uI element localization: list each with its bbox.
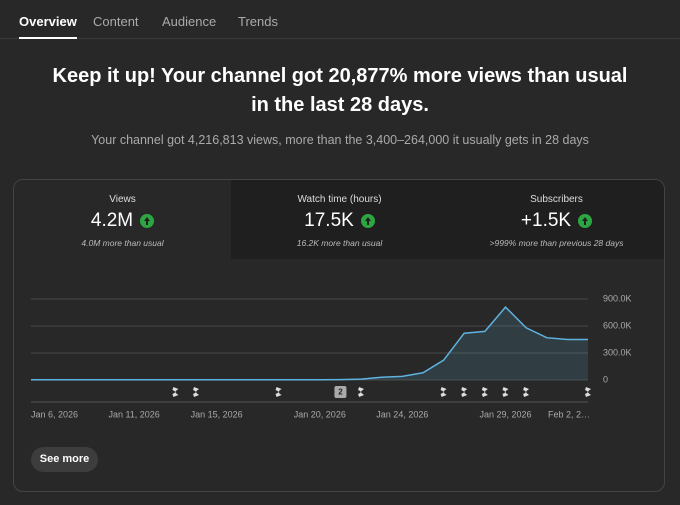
event-icon: [461, 387, 468, 397]
headline-line: in the last 28 days.: [251, 94, 429, 116]
metric-card[interactable]: Watch time (hours) 17.5K 16.2K more than…: [231, 180, 448, 259]
tab[interactable]: Content: [93, 14, 139, 29]
tab[interactable]: Trends: [238, 14, 278, 29]
metric-value: +1.5K: [520, 210, 572, 231]
icon-shape: [461, 387, 468, 397]
event-icon: [585, 387, 591, 397]
x-tick-label: Jan 29, 2026: [479, 409, 531, 419]
y-tick-label: 900.0K: [603, 293, 632, 303]
icon-shape: [523, 387, 530, 397]
event-icon: [275, 387, 282, 397]
icon-shape: [358, 387, 365, 397]
metric-note: 16.2K more than usual: [296, 238, 383, 248]
event-icon: [193, 387, 200, 397]
y-tick-label: 0: [603, 374, 608, 384]
metric-label: Views: [109, 194, 136, 205]
y-tick-label: 300.0K: [603, 347, 632, 357]
metric-value: 4.2M: [90, 210, 134, 231]
event-icon: [502, 387, 509, 397]
analytics-card: Views 4.2M 4.0M more than usual Watch ti…: [13, 179, 665, 492]
x-tick-label: Jan 11, 2026: [108, 409, 159, 419]
x-tick-label: Jan 20, 2026: [294, 409, 346, 419]
icon-shape: [585, 387, 591, 397]
metric-note: 4.0M more than usual: [81, 238, 164, 248]
metric-label: Watch time (hours): [297, 194, 382, 205]
event-badge: 2: [338, 388, 343, 397]
up-icon: [578, 214, 593, 228]
icon-shape: [440, 387, 447, 397]
event-badge-bg: [334, 386, 347, 398]
event-icon: [358, 387, 365, 397]
tab[interactable]: Audience: [162, 14, 217, 29]
subtitle: Your channel got 4,216,813 views, more t…: [91, 133, 589, 147]
up-icon: [360, 214, 375, 228]
event-icon: [440, 387, 447, 397]
metric-card[interactable]: Views 4.2M 4.0M more than usual: [14, 180, 231, 259]
metric-note: >999% more than previous 28 days: [489, 238, 624, 248]
icon-shape: [481, 387, 488, 397]
metric-card[interactable]: Subscribers +1.5K >999% more than previo…: [448, 180, 664, 259]
area: [31, 307, 588, 380]
x-tick-label: Jan 15, 2026: [191, 409, 243, 419]
headline: Keep it up! Your channel got 20,877% mor…: [0, 62, 680, 120]
x-tick-label: Feb 2, 2…: [548, 409, 590, 419]
icon-shape: [193, 387, 200, 397]
metric-value: 17.5K: [304, 210, 354, 231]
x-tick-label: Jan 6, 2026: [31, 409, 78, 419]
event-icon: [481, 387, 488, 397]
line: [31, 305, 588, 381]
icon-shape: [172, 387, 179, 397]
x-tick-label: Jan 24, 2026: [376, 409, 428, 419]
headline-line: Keep it up! Your channel got 20,877% mor…: [52, 65, 628, 87]
metric-label: Subscribers: [530, 194, 583, 205]
event-icon: [172, 387, 179, 397]
tab[interactable]: Overview: [19, 14, 77, 39]
event-icon: [523, 387, 530, 397]
y-tick-label: 600.0K: [603, 320, 632, 330]
tab-bar: Overview Content Audience Trends: [0, 0, 680, 39]
icon-shape: [275, 387, 282, 397]
icon-shape: [502, 387, 509, 397]
see-more-button[interactable]: See more: [31, 447, 98, 472]
up-icon: [140, 214, 155, 228]
